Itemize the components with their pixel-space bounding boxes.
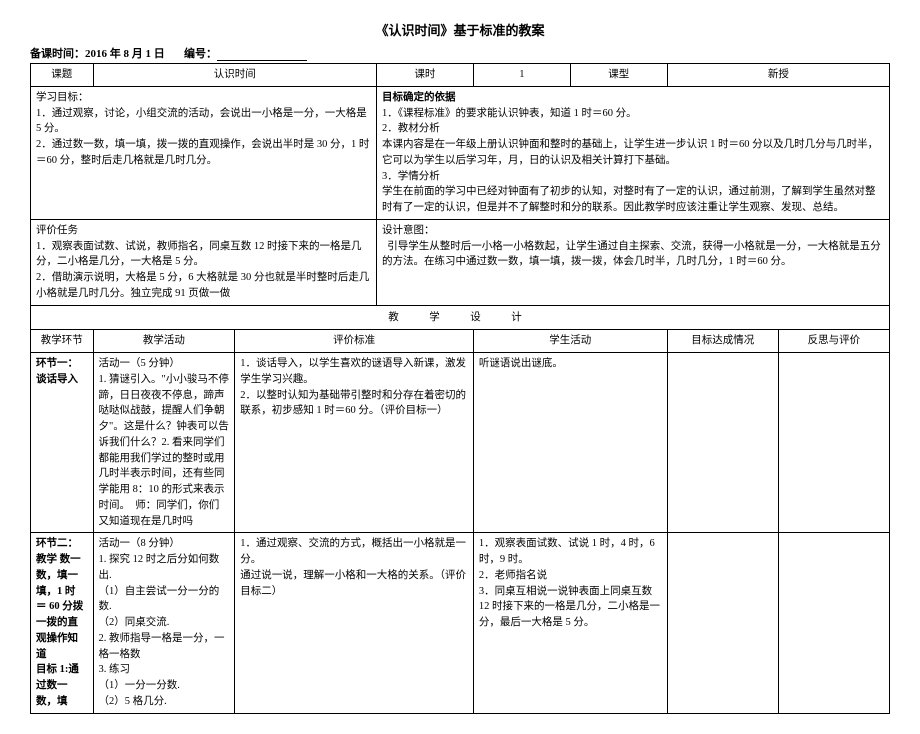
row2-activity: 活动一（8 分钟） 1. 探究 12 时之后分如何数出. （1）自主尝试一分一分… bbox=[93, 533, 235, 713]
objectives-item1: 1．通过观察，讨论，小组交流的活动，会说出一小格是一分，一大格是 5 分。 bbox=[36, 108, 367, 135]
col-header-4: 学生活动 bbox=[473, 330, 667, 353]
row1-stage-text: 环节一：谈话导入 bbox=[36, 358, 78, 385]
intent-heading: 设计意图： bbox=[382, 225, 435, 236]
row2-criteria: 1．通过观察、交流的方式，概括出一小格就是一分。 通过说一说，理解一小格和一大格… bbox=[235, 533, 474, 713]
basis-item2-head: 2．教材分析 bbox=[382, 123, 440, 134]
col-header-3: 评价标准 bbox=[235, 330, 474, 353]
prep-time-value: 2016 年 8 月 1 日 bbox=[85, 48, 165, 60]
col-header-2: 教学活动 bbox=[93, 330, 235, 353]
row1-activity: 活动一（5 分钟） 1. 猜谜引入。"小小骏马不停蹄，日日夜夜不停息，蹄声哒哒似… bbox=[93, 353, 235, 533]
eval-task-item2: 2．借助演示说明，大格是 5 分，6 大格就是 30 分也就是半时整时后走几小格… bbox=[36, 272, 369, 299]
row2-stage: 环节二：教学 数一数，填一填，1 时 ＝ 60 分拨一拨的直观操作知道 目标 1… bbox=[31, 533, 94, 713]
basis-heading: 目标确定的依据 bbox=[382, 92, 456, 103]
row1-stage: 环节一：谈话导入 bbox=[31, 353, 94, 533]
type-value: 新授 bbox=[667, 64, 889, 87]
lesson-plan-table: 课题 认识时间 课时 1 课型 新授 学习目标： 1．通过观察，讨论，小组交流的… bbox=[30, 63, 890, 714]
col-header-1: 教学环节 bbox=[31, 330, 94, 353]
basis-item1: 1．《课程标准》的要求能认识钟表，知道 1 时＝60 分。 bbox=[382, 108, 637, 119]
objectives-cell: 学习目标： 1．通过观察，讨论，小组交流的活动，会说出一小格是一分，一大格是 5… bbox=[31, 86, 377, 219]
row2-stage-text: 环节二：教学 数一数，填一填，1 时 ＝ 60 分拨一拨的直观操作知道 目标 1… bbox=[36, 538, 83, 707]
row1-outcome bbox=[667, 353, 778, 533]
col-header-5: 目标达成情况 bbox=[667, 330, 778, 353]
number-blank bbox=[217, 60, 307, 61]
eval-task-item1: 1．观察表面试数、试说，教师指名，同桌互数 12 时接下来的一格是几分，二小格是… bbox=[36, 241, 362, 268]
number-label: 编号： bbox=[184, 48, 217, 60]
basis-item2-body: 本课内容是在一年级上册认识钟面和整时的基础上，让学生进一步认识 1 时＝60 分… bbox=[382, 139, 878, 166]
header-line: 备课时间：2016 年 8 月 1 日 编号： bbox=[30, 45, 890, 61]
basis-item3-head: 3．学情分析 bbox=[382, 171, 440, 182]
row1-student: 听谜语说出谜底。 bbox=[473, 353, 667, 533]
type-label: 课型 bbox=[570, 64, 667, 87]
eval-task-cell: 评价任务 1．观察表面试数、试说，教师指名，同桌互数 12 时接下来的一格是几分… bbox=[31, 219, 377, 305]
doc-title: 《认识时间》基于标准的教案 bbox=[30, 20, 890, 39]
basis-item3-body: 学生在前面的学习中已经对钟面有了初步的认知，对整时有了一定的认识，通过前测，了解… bbox=[382, 186, 876, 213]
objectives-item2: 2．通过数一数，填一填，拨一拨的直观操作，会说出半时是 30 分，1 时＝60 … bbox=[36, 139, 369, 166]
period-value: 1 bbox=[473, 64, 570, 87]
intent-body: 引导学生从整时后一小格一小格数起，让学生通过自主探索、交流，获得一小格就是一分，… bbox=[382, 241, 881, 268]
period-label: 课时 bbox=[377, 64, 474, 87]
row1-reflect bbox=[778, 353, 889, 533]
col-header-6: 反思与评价 bbox=[778, 330, 889, 353]
row2-student: 1．观察表面试数、试说 1 时，4 时，6 时，9 时。 2．老师指名说 3．同… bbox=[473, 533, 667, 713]
row1-criteria: 1．谈话导入，以学生喜欢的谜语导入新课，激发学生学习兴趣。 2．以整时认知为基础… bbox=[235, 353, 474, 533]
row2-reflect bbox=[778, 533, 889, 713]
eval-task-heading: 评价任务 bbox=[36, 225, 78, 236]
design-section-label: 教 学 设 计 bbox=[31, 305, 890, 330]
intent-cell: 设计意图： 引导学生从整时后一小格一小格数起，让学生通过自主探索、交流，获得一小… bbox=[377, 219, 890, 305]
objectives-heading: 学习目标： bbox=[36, 92, 89, 103]
row2-outcome bbox=[667, 533, 778, 713]
topic-value: 认识时间 bbox=[93, 64, 376, 87]
prep-time-label: 备课时间： bbox=[30, 48, 85, 60]
topic-label: 课题 bbox=[31, 64, 94, 87]
basis-cell: 目标确定的依据 1．《课程标准》的要求能认识钟表，知道 1 时＝60 分。 2．… bbox=[377, 86, 890, 219]
